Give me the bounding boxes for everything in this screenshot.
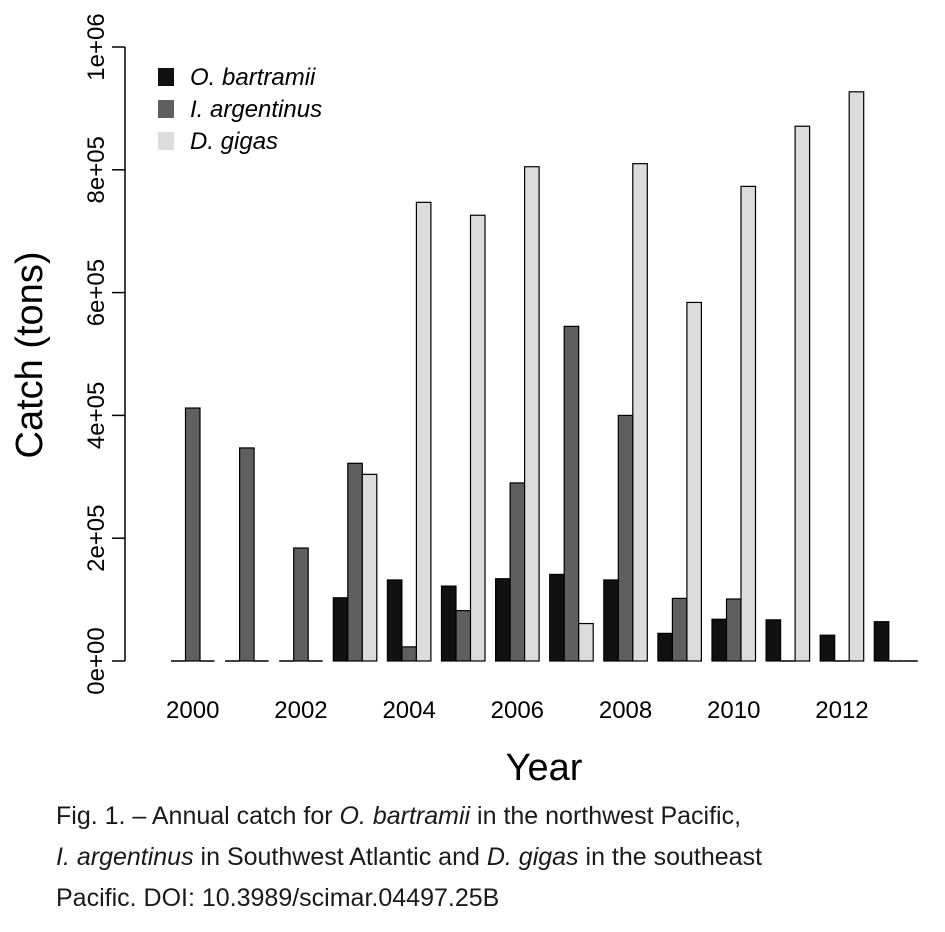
legend-label: O. bartramii	[190, 64, 316, 91]
bar-obartramii-2013	[873, 621, 890, 662]
y-tick-label: 8e+05	[83, 136, 110, 203]
x-tick-label: 2010	[707, 697, 760, 724]
y-axis-title: Catch (tons)	[9, 252, 51, 459]
bar-obartramii-2004	[386, 579, 403, 662]
bar-iargentinus-2009	[671, 597, 688, 662]
legend-swatch	[158, 68, 174, 86]
bar-iargentinus-2005	[455, 610, 472, 662]
bar-iargentinus-2006	[509, 482, 526, 662]
bar-dgigas-2009	[686, 301, 703, 662]
legend-swatch	[158, 132, 174, 150]
x-axis-title: Year	[506, 747, 583, 789]
x-tick-label: 2002	[274, 697, 327, 724]
bar-iargentinus-2007	[563, 325, 580, 662]
bars	[171, 91, 918, 662]
legend: O. bartramii I. argentinus D. gigas	[158, 64, 322, 155]
bar-dgigas-2010	[740, 185, 757, 662]
bar-obartramii-2011	[765, 619, 782, 662]
legend-label: D. gigas	[190, 128, 278, 155]
bar-obartramii-2007	[549, 573, 565, 662]
bar-dgigas-2007	[578, 622, 594, 662]
bar-dgigas-2003	[361, 473, 378, 662]
bar-iargentinus-2008	[617, 414, 634, 662]
y-tick-label: 1e+06	[83, 13, 110, 80]
bar-iargentinus-2000	[184, 407, 201, 662]
figure-caption: Fig. 1. – Annual catch for O. bartramii …	[56, 796, 936, 919]
bar-obartramii-2012	[819, 634, 836, 662]
x-tick-label: 2008	[599, 697, 652, 724]
caption-line-1: Fig. 1. – Annual catch for O. bartramii …	[56, 802, 742, 830]
y-tick-label: 6e+05	[83, 259, 110, 326]
bar-obartramii-2010	[711, 618, 728, 662]
x-tick-label: 2000	[166, 697, 219, 724]
bar-dgigas-2012	[848, 91, 865, 662]
x-tick-label: 2004	[382, 697, 435, 724]
legend-swatch	[158, 100, 174, 118]
bar-iargentinus-2003	[347, 462, 363, 662]
x-axis: 2000 2002 2004 2006 2008 2010 2012	[166, 697, 869, 724]
legend-label: I. argentinus	[190, 96, 322, 123]
caption-line-3: Pacific. DOI: 10.3989/scimar.04497.25B	[56, 884, 500, 912]
bar-obartramii-2009	[657, 632, 674, 662]
bar-obartramii-2008	[603, 579, 619, 662]
bar-dgigas-2005	[469, 214, 486, 662]
bar-iargentinus-2002	[293, 547, 309, 662]
caption-line-2: I. argentinus in Southwest Atlantic and …	[56, 843, 763, 871]
x-tick-label: 2012	[815, 697, 868, 724]
bar-dgigas-2006	[523, 166, 540, 662]
bar-obartramii-2005	[440, 585, 457, 662]
bar-dgigas-2011	[794, 125, 811, 662]
bar-obartramii-2006	[495, 578, 511, 662]
bar-dgigas-2008	[632, 163, 648, 662]
bar-iargentinus-2001	[239, 447, 255, 662]
bar-iargentinus-2004	[401, 646, 417, 662]
y-tick-label: 2e+05	[83, 504, 110, 571]
y-tick-label: 4e+05	[83, 382, 110, 449]
y-axis: 0e+00 2e+05 4e+05 6e+05 8e+05 1e+06	[83, 13, 126, 695]
y-tick-label: 0e+00	[83, 627, 110, 694]
bar-iargentinus-2010	[725, 598, 742, 662]
bar-obartramii-2003	[332, 597, 349, 662]
x-tick-label: 2006	[491, 697, 544, 724]
bar-dgigas-2004	[415, 201, 432, 662]
